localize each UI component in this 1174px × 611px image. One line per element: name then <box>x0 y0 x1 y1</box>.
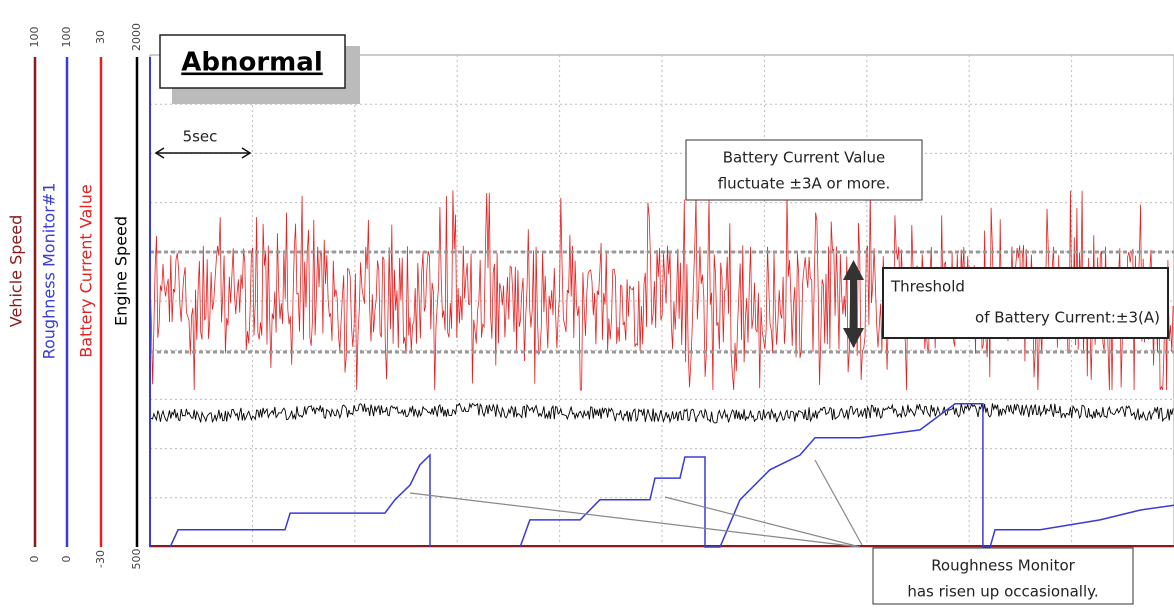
axis-tick-label: 2000 <box>130 23 143 51</box>
note-box <box>872 547 1134 605</box>
axis-title: Engine Speed <box>112 216 131 326</box>
threshold-arrow <box>843 260 864 348</box>
axis-tick-label: 0 <box>60 556 73 563</box>
note-box <box>685 139 923 201</box>
note-text: has risen up occasionally. <box>907 583 1098 601</box>
callout-lines <box>409 459 863 548</box>
traces <box>149 190 1174 548</box>
axis-tick-label: -30 <box>94 550 107 568</box>
time-scale-arrow <box>154 147 252 159</box>
note-text: of Battery Current:±3(A) <box>975 309 1160 327</box>
axis-tick-label: 500 <box>130 549 143 570</box>
axis-title: Roughness Monitor#1 <box>40 183 59 360</box>
axis-title: Battery Current Value <box>77 184 96 357</box>
note-text: fluctuate ±3A or more. <box>718 175 891 193</box>
time-scale-label: 5sec <box>183 128 218 146</box>
axis-tick-label: 100 <box>60 27 73 48</box>
title-box <box>159 34 346 89</box>
axis-tick-label: 30 <box>94 30 107 44</box>
note-text: Battery Current Value <box>723 149 886 167</box>
note-text: Threshold <box>890 278 965 296</box>
axes: 100 0 Vehicle Speed 100 0 Roughness Monitor#1… <box>7 23 144 570</box>
axis-tick-label: 100 <box>28 27 41 48</box>
note-box <box>882 267 1169 339</box>
note-text: Roughness Monitor <box>931 557 1075 575</box>
engine-speed-trace <box>149 402 1174 424</box>
axis-title: Vehicle Speed <box>7 215 26 327</box>
title: Abnormal <box>181 48 322 78</box>
roughness-trace <box>169 403 1174 548</box>
axis-tick-label: 0 <box>28 556 41 563</box>
